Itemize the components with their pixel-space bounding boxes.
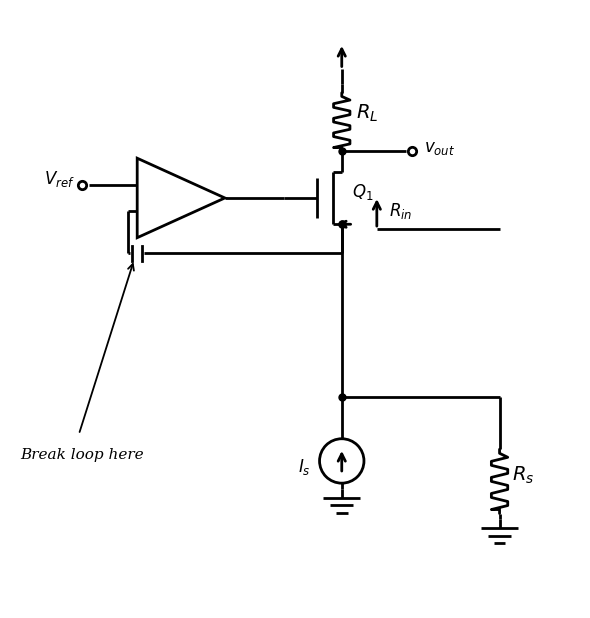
Text: $Q_1$: $Q_1$ — [352, 182, 373, 202]
Text: $R_{in}$: $R_{in}$ — [388, 201, 412, 221]
Text: $R_L$: $R_L$ — [356, 103, 379, 124]
Text: $v_{out}$: $v_{out}$ — [424, 140, 455, 157]
Text: $R_s$: $R_s$ — [512, 465, 535, 486]
Text: $I_s$: $I_s$ — [298, 457, 311, 477]
Text: Break loop here: Break loop here — [20, 448, 144, 462]
Text: $V_{ref}$: $V_{ref}$ — [44, 169, 75, 189]
